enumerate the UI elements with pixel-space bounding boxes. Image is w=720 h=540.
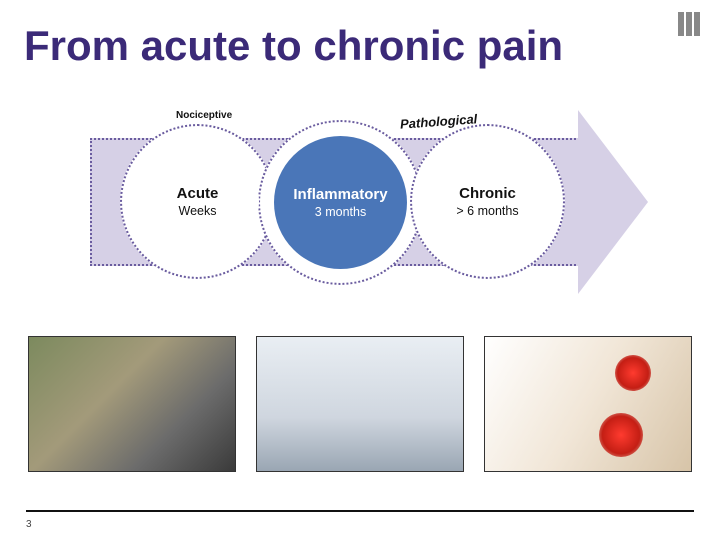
photo-back-pain <box>484 336 692 472</box>
logo-bar <box>694 12 700 36</box>
stage-title: Acute <box>177 185 219 202</box>
photo-row <box>28 336 692 472</box>
stage-title: Inflammatory <box>293 186 387 203</box>
photo-hospital-bed <box>256 336 464 472</box>
progression-diagram: Nociceptive Pathological Acute Weeks Inf… <box>90 100 650 300</box>
timeline-arrow-head <box>578 110 648 294</box>
stage-acute: Acute Weeks <box>136 140 259 263</box>
footer-divider <box>26 510 694 512</box>
brand-logo <box>678 12 700 36</box>
stage-duration: 3 months <box>315 205 366 219</box>
category-label-nociceptive: Nociceptive <box>176 110 232 121</box>
logo-bar <box>678 12 684 36</box>
stage-duration: Weeks <box>179 204 217 218</box>
page-number: 3 <box>26 519 32 530</box>
photo-cycling-crash <box>28 336 236 472</box>
stage-duration: > 6 months <box>456 204 518 218</box>
logo-bar <box>686 12 692 36</box>
slide-title: From acute to chronic pain <box>24 22 563 70</box>
stage-inflammatory: Inflammatory 3 months <box>274 136 407 269</box>
pain-highlight-icon <box>599 413 643 457</box>
stage-chronic: Chronic > 6 months <box>426 140 549 263</box>
pain-highlight-icon <box>615 355 651 391</box>
stage-title: Chronic <box>459 185 516 202</box>
